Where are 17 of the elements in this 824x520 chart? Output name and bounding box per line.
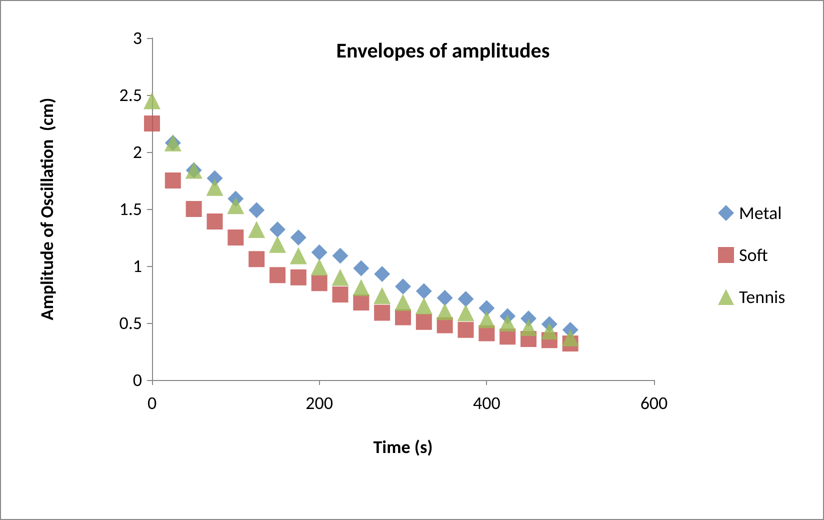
y-tick-label: 3 [132, 27, 142, 49]
chart-title: Envelopes of amplitudes [336, 38, 550, 64]
legend-label: Soft [739, 244, 768, 266]
y-tick-label: 1.5 [119, 198, 142, 220]
x-tick-label: 400 [472, 392, 500, 414]
x-axis-title: Time (s) [373, 436, 433, 458]
legend-label: Metal [739, 202, 782, 224]
x-tick-label: 600 [640, 392, 668, 414]
x-tick-label: 0 [147, 392, 157, 414]
y-tick-label: 1 [132, 255, 142, 277]
y-tick-label: 2.5 [119, 84, 142, 106]
x-tick-label: 200 [306, 392, 334, 414]
y-tick-label: 2 [132, 141, 142, 163]
y-tick-label: 0.5 [119, 312, 142, 334]
legend-label: Tennis [739, 286, 786, 308]
y-tick-label: 0 [132, 369, 142, 391]
y-axis-title: Amplitude of Oscillation (cm) [36, 98, 58, 320]
